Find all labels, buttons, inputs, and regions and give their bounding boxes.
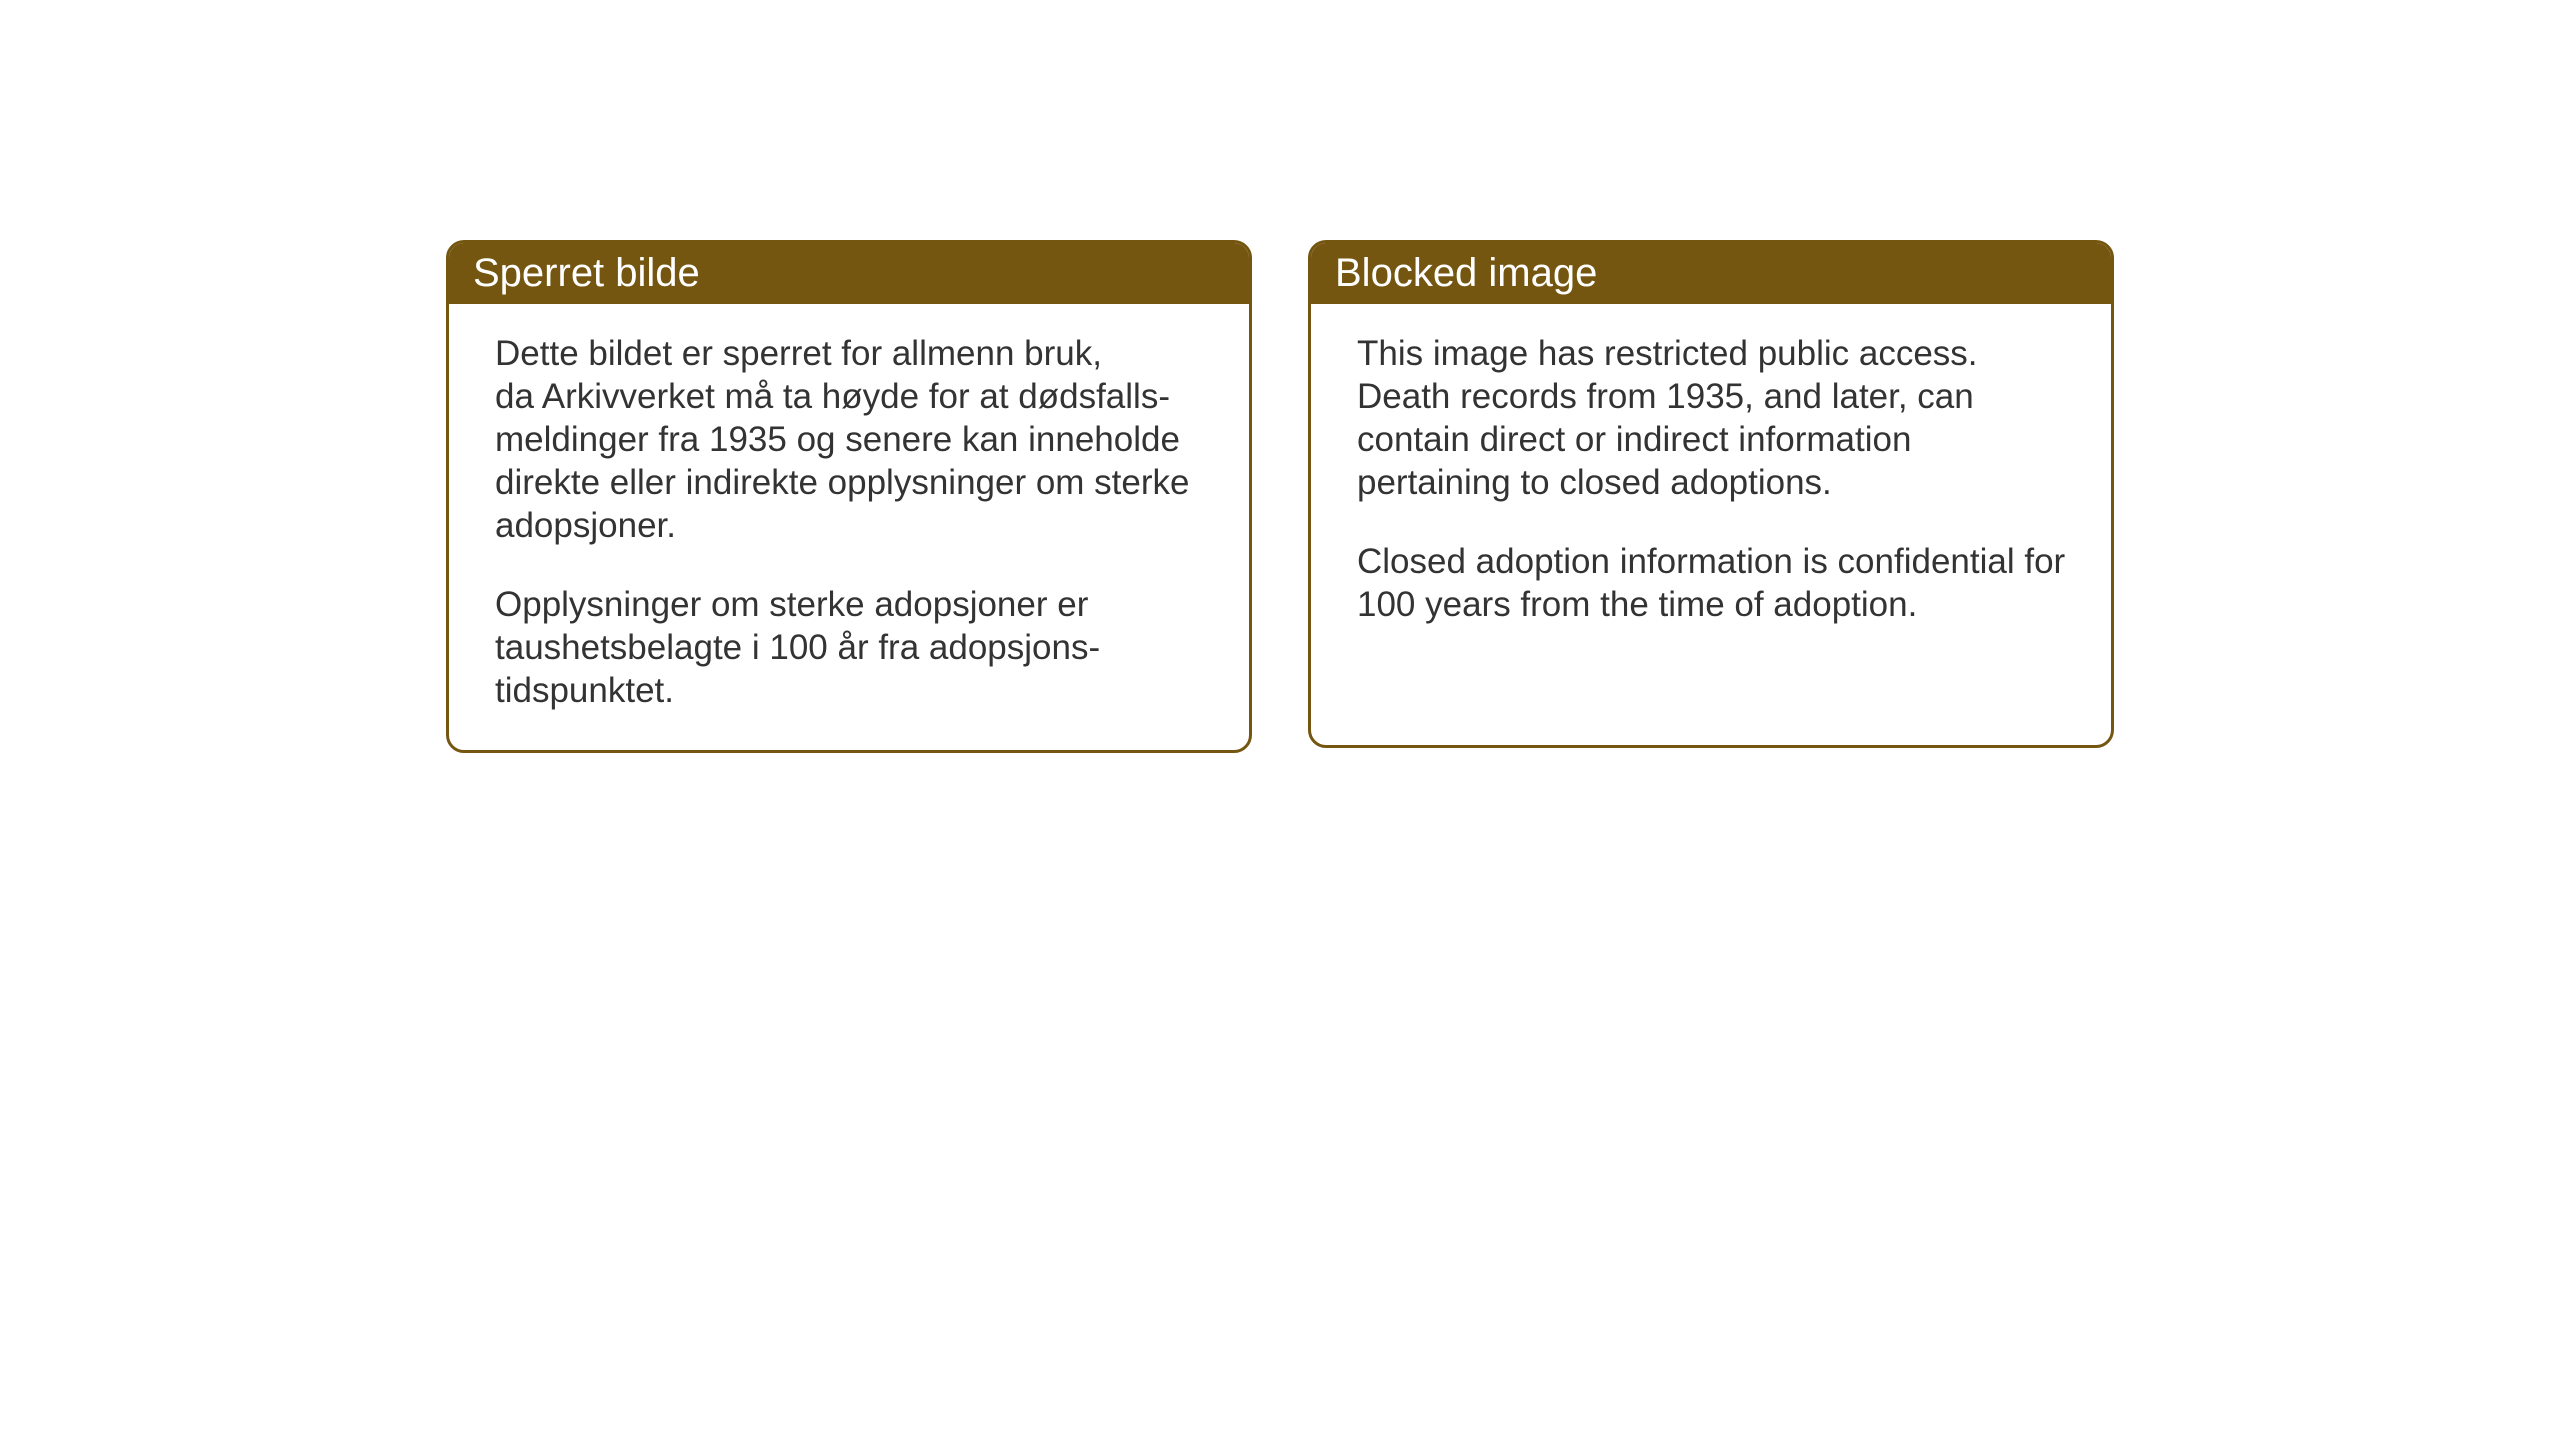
card-header-english: Blocked image: [1311, 243, 2111, 304]
card-header-norwegian: Sperret bilde: [449, 243, 1249, 304]
notice-container: Sperret bilde Dette bildet er sperret fo…: [446, 240, 2114, 753]
paragraph-norwegian-2: Opplysninger om sterke adopsjoner er tau…: [495, 583, 1209, 712]
paragraph-english-1: This image has restricted public access.…: [1357, 332, 2071, 504]
card-title-norwegian: Sperret bilde: [473, 251, 700, 295]
notice-card-english: Blocked image This image has restricted …: [1308, 240, 2114, 748]
card-title-english: Blocked image: [1335, 251, 1597, 295]
notice-card-norwegian: Sperret bilde Dette bildet er sperret fo…: [446, 240, 1252, 753]
paragraph-norwegian-1: Dette bildet er sperret for allmenn bruk…: [495, 332, 1209, 547]
card-body-english: This image has restricted public access.…: [1311, 304, 2111, 664]
paragraph-english-2: Closed adoption information is confident…: [1357, 540, 2071, 626]
card-body-norwegian: Dette bildet er sperret for allmenn bruk…: [449, 304, 1249, 750]
